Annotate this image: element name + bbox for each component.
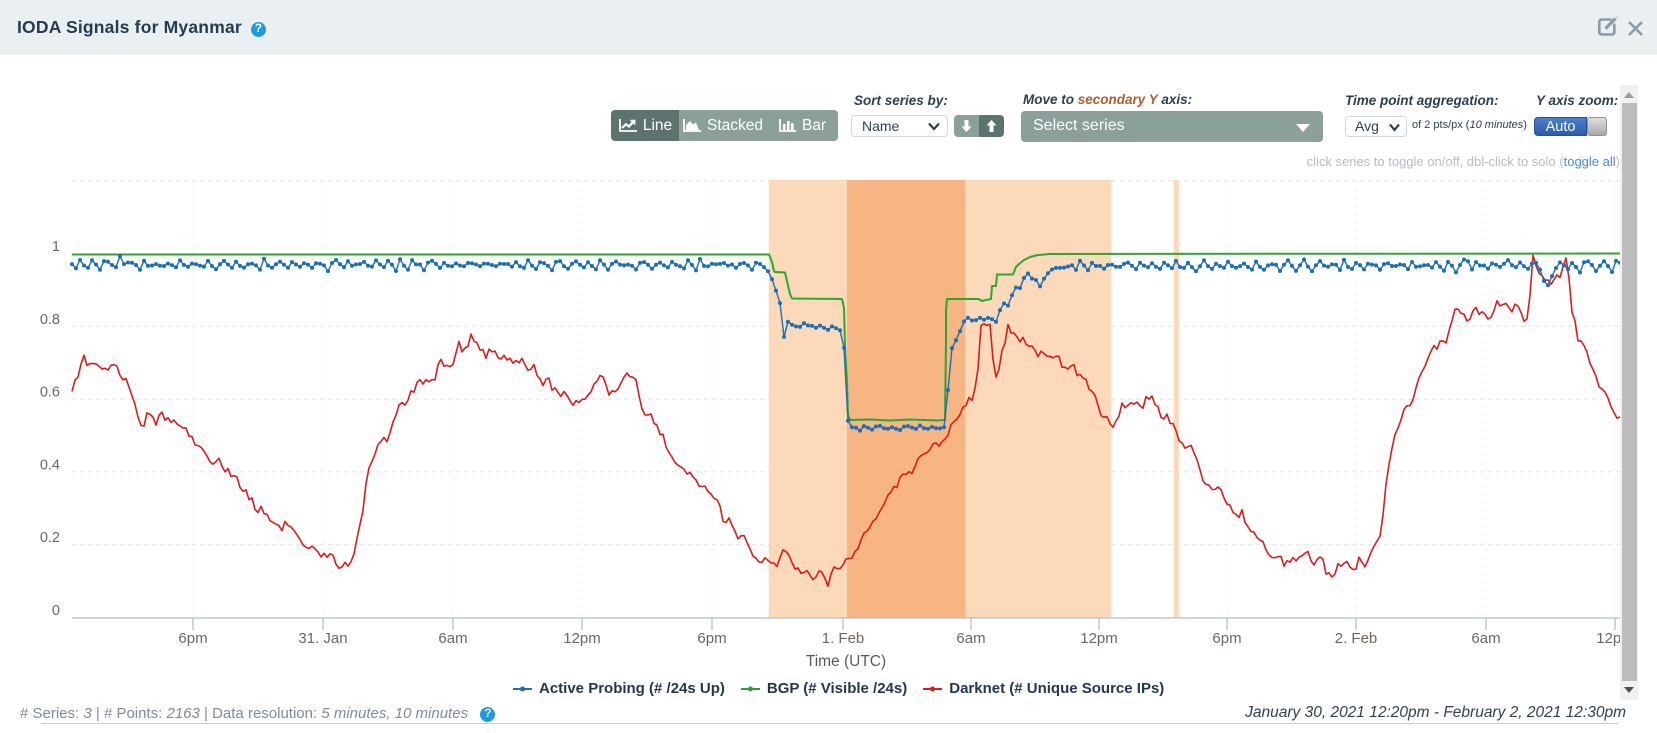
svg-text:12pm: 12pm [1080, 630, 1118, 647]
svg-text:0.4: 0.4 [40, 457, 60, 473]
svg-text:6pm: 6pm [1212, 630, 1241, 647]
svg-text:6pm: 6pm [697, 630, 726, 647]
svg-text:0: 0 [52, 603, 60, 619]
svg-text:0.8: 0.8 [40, 312, 60, 328]
svg-text:1: 1 [52, 239, 60, 255]
svg-text:0.2: 0.2 [40, 530, 60, 546]
svg-text:6am: 6am [1471, 630, 1500, 647]
svg-text:1. Feb: 1. Feb [822, 630, 865, 647]
svg-text:6am: 6am [956, 630, 985, 647]
svg-text:0.6: 0.6 [40, 385, 60, 401]
svg-text:31. Jan: 31. Jan [298, 630, 347, 647]
svg-text:6am: 6am [438, 630, 467, 647]
svg-text:12pm: 12pm [563, 630, 601, 647]
svg-text:Time (UTC): Time (UTC) [806, 653, 886, 670]
svg-text:6pm: 6pm [178, 630, 207, 647]
svg-text:2. Feb: 2. Feb [1335, 630, 1378, 647]
